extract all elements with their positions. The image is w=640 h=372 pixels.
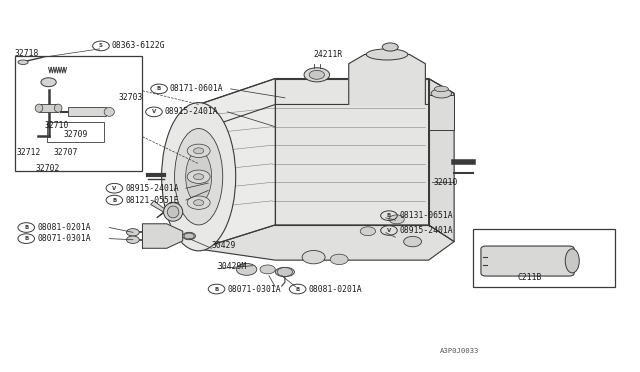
Text: 32707: 32707 [53, 148, 77, 157]
Text: 08081-0201A: 08081-0201A [37, 223, 91, 232]
Text: 08915-2401A: 08915-2401A [125, 184, 179, 193]
Polygon shape [429, 78, 454, 241]
Circle shape [184, 233, 194, 239]
Circle shape [127, 229, 140, 236]
Ellipse shape [309, 70, 324, 79]
Polygon shape [349, 54, 426, 105]
Text: 32710: 32710 [44, 121, 68, 130]
Circle shape [330, 254, 348, 264]
Text: V: V [387, 228, 391, 233]
Polygon shape [143, 224, 182, 248]
Bar [473, 230, 615, 287]
Text: 32703: 32703 [119, 93, 143, 102]
Circle shape [260, 265, 275, 274]
Text: B: B [296, 286, 300, 292]
Ellipse shape [366, 49, 408, 60]
Circle shape [389, 215, 404, 224]
Polygon shape [198, 78, 275, 249]
Text: 08071-0301A: 08071-0301A [37, 234, 91, 243]
Text: 32712: 32712 [17, 148, 41, 157]
Text: 32718: 32718 [15, 49, 39, 58]
Polygon shape [275, 78, 429, 225]
Text: 08121-0551E: 08121-0551E [125, 196, 179, 205]
Text: 08131-0651A: 08131-0651A [400, 211, 454, 220]
Text: B: B [214, 286, 219, 292]
Text: 08081-0201A: 08081-0201A [308, 285, 362, 294]
Ellipse shape [168, 206, 179, 218]
Text: S: S [99, 44, 103, 48]
Bar [429, 95, 454, 131]
Text: 30429: 30429 [211, 241, 236, 250]
Text: 08071-0301A: 08071-0301A [227, 285, 281, 294]
Circle shape [236, 263, 257, 275]
Text: B: B [157, 86, 161, 92]
Circle shape [404, 236, 422, 247]
Text: 30429M: 30429M [218, 262, 247, 270]
Ellipse shape [431, 89, 452, 98]
Text: B: B [112, 198, 116, 203]
Text: V: V [112, 186, 116, 191]
Polygon shape [198, 225, 454, 260]
Ellipse shape [565, 249, 579, 273]
Polygon shape [198, 78, 454, 131]
Bar [47, 122, 104, 141]
Ellipse shape [186, 151, 212, 203]
Ellipse shape [382, 43, 398, 51]
Ellipse shape [164, 203, 182, 221]
Ellipse shape [104, 108, 115, 116]
Bar [39, 105, 58, 112]
Circle shape [187, 144, 210, 157]
Circle shape [41, 78, 56, 87]
Ellipse shape [182, 232, 195, 240]
Text: 08363-6122G: 08363-6122G [112, 41, 165, 51]
Circle shape [193, 200, 204, 206]
Text: 08915-2401A: 08915-2401A [400, 226, 454, 235]
Text: A3P0J0033: A3P0J0033 [440, 348, 479, 354]
Ellipse shape [18, 60, 28, 64]
Text: B: B [24, 225, 28, 230]
Ellipse shape [275, 267, 294, 277]
Ellipse shape [435, 86, 449, 92]
Ellipse shape [162, 103, 236, 251]
Circle shape [302, 250, 325, 264]
Circle shape [187, 170, 210, 183]
Ellipse shape [304, 68, 330, 82]
Circle shape [187, 196, 210, 209]
Text: 24211R: 24211R [314, 50, 343, 59]
Bar [15, 56, 143, 171]
Text: 08915-2401A: 08915-2401A [165, 108, 218, 116]
Bar [68, 108, 106, 116]
Text: B: B [24, 236, 28, 241]
FancyBboxPatch shape [481, 246, 574, 276]
Circle shape [277, 267, 292, 276]
Circle shape [360, 227, 376, 235]
Text: C211B: C211B [518, 273, 542, 282]
Text: 32709: 32709 [63, 129, 88, 139]
Text: 32702: 32702 [36, 164, 60, 173]
Circle shape [127, 236, 140, 243]
Text: 08171-0601A: 08171-0601A [170, 84, 223, 93]
Circle shape [193, 174, 204, 180]
Text: 32010: 32010 [434, 178, 458, 187]
Text: B: B [387, 213, 391, 218]
Polygon shape [151, 201, 173, 218]
Ellipse shape [35, 104, 43, 112]
Ellipse shape [175, 129, 223, 225]
Text: V: V [152, 109, 156, 114]
Ellipse shape [54, 104, 62, 112]
Circle shape [193, 148, 204, 154]
